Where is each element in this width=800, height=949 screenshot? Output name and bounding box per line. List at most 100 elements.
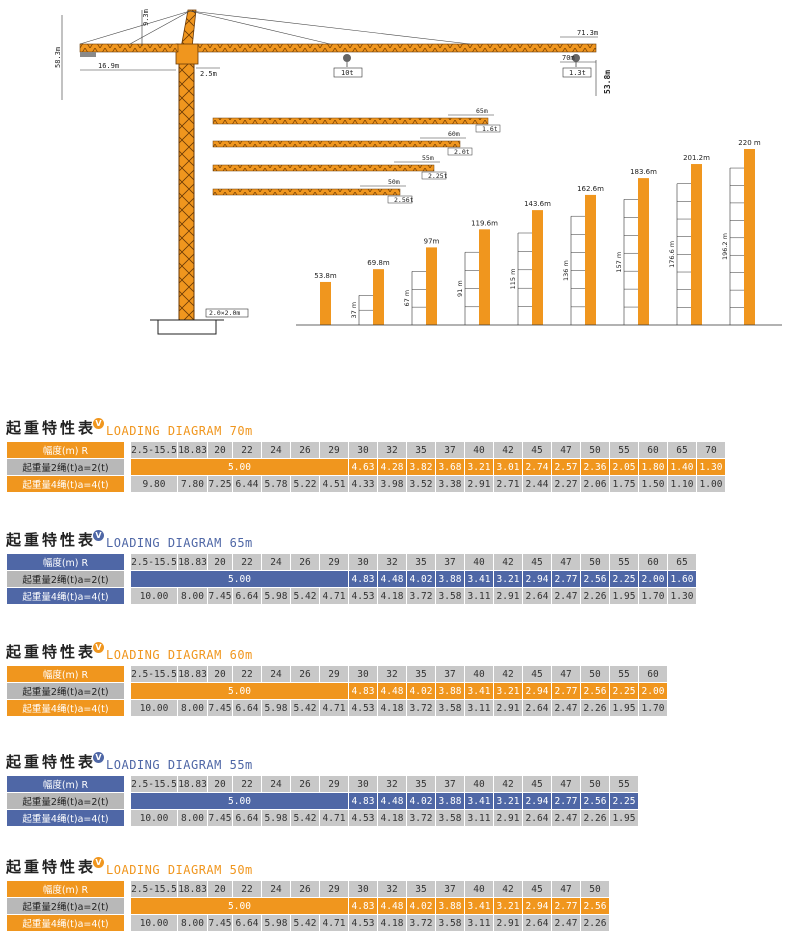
table-cell: 4.33	[348, 475, 378, 493]
table-cell: 3.41	[464, 570, 494, 588]
table-cell: 3.11	[464, 699, 494, 717]
table-cell: 2.94	[522, 570, 552, 588]
version-badge: V	[93, 642, 105, 653]
base-block	[157, 319, 217, 335]
title-en: LOADING DIAGRAM 50m	[106, 863, 253, 877]
table-cell: 8.00	[177, 699, 208, 717]
table-cell: 42	[493, 441, 523, 459]
table-cell: 8.00	[177, 587, 208, 605]
table-cell: 29	[319, 775, 349, 793]
title-en: LOADING DIAGRAM 60m	[106, 648, 253, 662]
near-load-label: 10t	[341, 69, 354, 77]
table-cell: 2.26	[580, 809, 610, 827]
table-cell: 2.26	[580, 699, 610, 717]
table-cell-constant: 5.00	[130, 792, 349, 810]
table-cell: 20	[207, 880, 233, 898]
loading-diagram-0: 起重特性表 V LOADING DIAGRAM 70m 幅度(m) R 2.5-15.5…	[6, 416, 796, 493]
title-zh: 起重特性表	[6, 753, 97, 771]
table-cell: 3.21	[493, 682, 523, 700]
table-cell: 2.91	[493, 914, 523, 932]
section-title: 起重特性表 V LOADING DIAGRAM 50m	[6, 855, 796, 877]
dim-max-jib: 71.3m	[577, 29, 598, 37]
row-label-two-fall: 起重量2绳(t)a=2(t)	[6, 458, 125, 476]
table-cell: 2.74	[522, 458, 552, 476]
table-cell: 2.27	[551, 475, 581, 493]
tower-top-label: 143.6m	[524, 200, 551, 208]
tower-option: 69.8m 37 m	[350, 259, 390, 325]
table-cell: 2.91	[493, 587, 523, 605]
table-cell: 3.72	[406, 587, 436, 605]
table-cell: 65	[667, 553, 697, 571]
table-cell: 4.02	[406, 897, 436, 915]
table-cell: 1.95	[609, 809, 639, 827]
table-cell: 4.18	[377, 699, 407, 717]
table-cell: 3.88	[435, 897, 465, 915]
table-cell: 2.77	[551, 682, 581, 700]
table-cell: 3.11	[464, 914, 494, 932]
table-cell: 4.71	[319, 587, 349, 605]
table-cell: 22	[232, 880, 262, 898]
tower-top-label: 220 m	[738, 139, 761, 147]
table-cell: 20	[207, 665, 233, 683]
row-label-two-fall: 起重量2绳(t)a=2(t)	[6, 570, 125, 588]
table-cell: 3.21	[493, 792, 523, 810]
row-label-four-fall: 起重量4绳(t)a=4(t)	[6, 914, 125, 932]
mast	[179, 62, 194, 320]
table-cell: 2.00	[638, 570, 668, 588]
jib-option: 50m 2.56t	[212, 178, 414, 204]
table-cell: 37	[435, 880, 465, 898]
table-cell: 18.83	[177, 441, 208, 459]
table-cell: 18.83	[177, 665, 208, 683]
table-cell: 2.94	[522, 897, 552, 915]
table-cell: 2.57	[551, 458, 581, 476]
table-cell: 2.77	[551, 792, 581, 810]
row-label-two-fall: 起重量2绳(t)a=2(t)	[6, 897, 125, 915]
table-cell: 2.47	[551, 699, 581, 717]
tower-top-label: 97m	[424, 237, 440, 245]
table-cell: 30	[348, 775, 378, 793]
table-cell: 29	[319, 553, 349, 571]
table-row-four-fall: 起重量4绳(t)a=4(t) 10.00 8.00 7.45 6.64 5.98 5.42 4…	[6, 699, 668, 717]
table-cell-constant: 5.00	[130, 458, 349, 476]
loading-diagram-1: 起重特性表 V LOADING DIAGRAM 65m 幅度(m) R 2.5-15.5…	[6, 528, 796, 605]
table-cell: 4.83	[348, 792, 378, 810]
row-label-two-fall: 起重量2绳(t)a=2(t)	[6, 682, 125, 700]
dim-tip-height: 9.3m	[142, 9, 150, 26]
version-badge: V	[93, 418, 105, 429]
table-cell: 3.21	[493, 570, 523, 588]
table-cell: 2.91	[493, 809, 523, 827]
table-cell: 2.47	[551, 809, 581, 827]
table-cell: 4.63	[348, 458, 378, 476]
title-zh: 起重特性表	[6, 643, 97, 661]
table-cell: 26	[290, 775, 320, 793]
table-cell: 2.64	[522, 914, 552, 932]
table-cell: 26	[290, 553, 320, 571]
table-cell: 24	[261, 553, 291, 571]
table-cell: 3.72	[406, 699, 436, 717]
tower-tie-label: 196.2 m	[721, 233, 729, 260]
jib-option: 55m 2.25t	[212, 154, 448, 180]
table-cell: 2.47	[551, 914, 581, 932]
row-label-radius: 幅度(m) R	[6, 553, 125, 571]
table-cell: 32	[377, 553, 407, 571]
table-cell: 2.00	[638, 682, 668, 700]
table-cell: 2.5-15.5	[130, 880, 178, 898]
tower-tie-label: 176.6 m	[668, 241, 676, 268]
table-cell: 3.52	[406, 475, 436, 493]
jib-option-length: 55m	[422, 154, 434, 162]
table-cell: 35	[406, 441, 436, 459]
jib-option-load: 2.0t	[454, 148, 470, 156]
dim-counter-jib: 16.9m	[98, 62, 119, 70]
title-zh: 起重特性表	[6, 858, 97, 876]
table-cell: 35	[406, 775, 436, 793]
table-cell: 2.56	[580, 897, 610, 915]
table-cell: 26	[290, 880, 320, 898]
table-cell: 2.56	[580, 570, 610, 588]
table-cell: 40	[464, 775, 494, 793]
loading-diagram-4: 起重特性表 V LOADING DIAGRAM 50m 幅度(m) R 2.5-15.5…	[6, 855, 796, 932]
table-row-four-fall: 起重量4绳(t)a=4(t) 10.00 8.00 7.45 6.64 5.98 5.42 4…	[6, 587, 697, 605]
table-cell: 6.44	[232, 475, 262, 493]
table-cell-constant: 5.00	[130, 897, 349, 915]
table-cell: 2.5-15.5	[130, 665, 178, 683]
table-cell: 7.45	[207, 587, 233, 605]
